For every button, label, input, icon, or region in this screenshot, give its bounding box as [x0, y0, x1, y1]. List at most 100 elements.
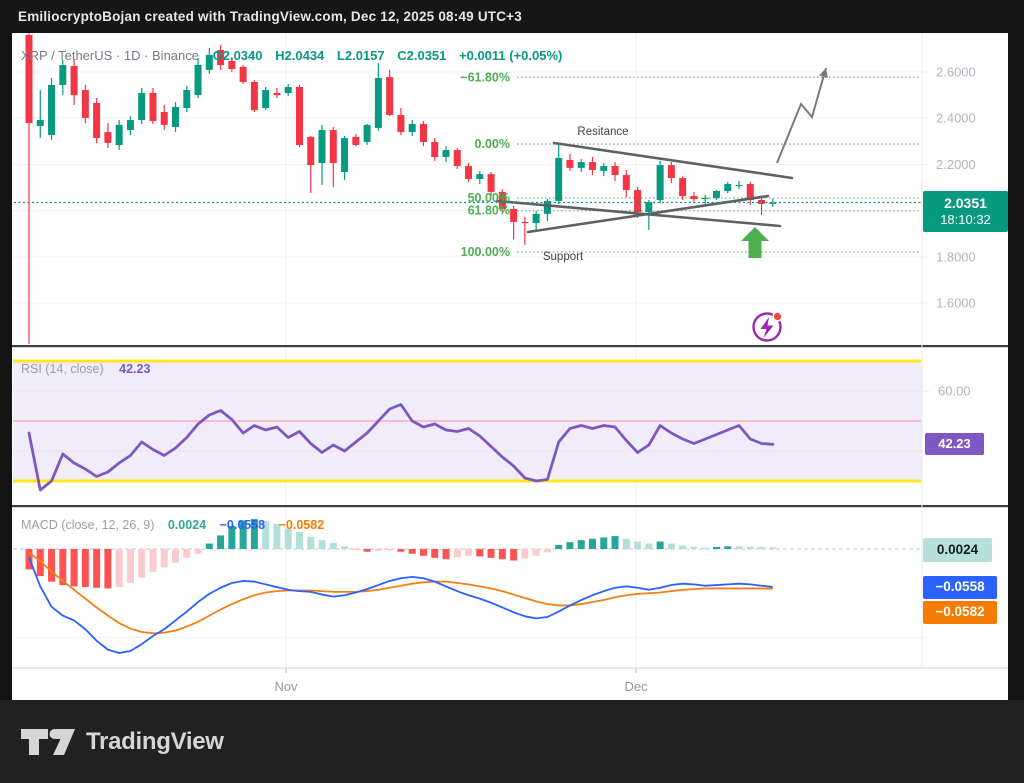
candle-body — [769, 202, 777, 204]
candle-body — [634, 190, 642, 212]
candle-body — [656, 165, 664, 200]
price-axis-label[interactable]: 1.6000 — [936, 296, 976, 311]
macd-histogram-bar — [262, 521, 270, 549]
macd-histogram-bar — [555, 544, 563, 549]
macd-histogram-bar — [250, 519, 258, 549]
resistance-line[interactable] — [552, 141, 794, 180]
rsi-title[interactable]: RSI (14, close) — [21, 362, 104, 376]
macd-histogram-bar — [228, 525, 236, 549]
macd-histogram-bar — [667, 543, 675, 549]
candle-body — [217, 50, 225, 66]
macd-histogram-bar — [363, 549, 371, 552]
fib-retracement-lines[interactable] — [517, 76, 921, 253]
macd-histogram-bar — [104, 549, 112, 589]
rsi-axis-label[interactable]: 60.00 — [938, 384, 971, 399]
price-axis-label[interactable]: 1.8000 — [936, 249, 976, 264]
macd-histogram-bar — [397, 549, 405, 552]
candle-body — [352, 136, 360, 145]
candle-body — [712, 190, 720, 198]
trendline-drawings[interactable] — [495, 141, 794, 234]
symbol-legend[interactable]: XRP / TetherUS · 1D · Binance O2.0340 H2… — [21, 48, 571, 63]
green-up-arrow[interactable] — [741, 227, 769, 258]
wedge-lower-line[interactable] — [495, 199, 782, 228]
symbol-title[interactable]: XRP / TetherUS · 1D · Binance — [21, 48, 199, 63]
macd-title[interactable]: MACD (close, 12, 26, 9) — [21, 518, 155, 532]
arrow-drawings[interactable] — [741, 67, 828, 258]
rsi-legend[interactable]: RSI (14, close) 42.23 — [21, 362, 150, 376]
candle-body — [341, 138, 349, 173]
tradingview-wordmark[interactable]: TradingView — [86, 727, 224, 755]
macd-histogram-bar — [59, 549, 67, 586]
macd-histogram-bar — [442, 549, 450, 560]
macd-histogram-bar — [408, 549, 416, 554]
macd-histogram-bar — [284, 528, 292, 549]
chart-canvas[interactable]: 2.6000 2.4000 2.2000 1.8000 1.6000 Nov Dec 60.0… — [0, 33, 1024, 700]
chart-area[interactable]: 2.6000 2.4000 2.2000 1.8000 1.6000 Nov Dec 60.0… — [0, 33, 1024, 700]
macd-histogram-bar — [341, 546, 349, 549]
macd-legend[interactable]: MACD (close, 12, 26, 9) 0.0024 −0.0558 −… — [21, 518, 324, 532]
candle-body — [510, 208, 518, 222]
candle-body — [194, 64, 202, 96]
candle-body — [611, 166, 619, 176]
fib-level-label: −61.80% — [460, 70, 510, 84]
macd-histogram-bar — [690, 546, 698, 549]
macd-histogram-bar — [645, 543, 653, 549]
candle-body — [555, 157, 563, 201]
time-axis-label[interactable]: Dec — [624, 679, 648, 694]
footer-bar: TradingView — [0, 700, 1024, 783]
macd-histogram-bar — [769, 547, 777, 549]
macd-histogram-bar — [589, 538, 596, 549]
open-value: O2.0340 — [212, 48, 263, 63]
macd-histogram-bar — [453, 549, 461, 558]
bar-countdown: 18:10:32 — [940, 212, 991, 228]
pane-separator-rsi-macd[interactable] — [12, 505, 1008, 508]
macd-histogram-bar — [419, 549, 427, 556]
macd-histogram-bar — [183, 549, 191, 558]
candle-body — [115, 124, 123, 145]
macd-signal-line — [28, 551, 773, 635]
candle-body — [465, 166, 473, 179]
axis-and-annotation-labels: 2.6000 2.4000 2.2000 1.8000 1.6000 Nov Dec 60.0… — [274, 65, 975, 695]
price-axis-label[interactable]: 2.6000 — [936, 65, 976, 80]
annotation-text[interactable]: Resitance — [577, 126, 628, 138]
candle-body — [453, 150, 461, 167]
macd-histogram-bar — [93, 549, 101, 588]
notification-dot — [772, 311, 783, 322]
fib-level-label: 50.00% — [468, 191, 510, 205]
macd-histogram-bar — [532, 549, 540, 556]
support-ascending-line[interactable] — [526, 194, 770, 234]
candle-body — [622, 175, 630, 191]
candle-body — [183, 90, 191, 109]
macd-histogram-bar — [712, 546, 720, 549]
pane-separator-main-rsi[interactable] — [12, 345, 1008, 348]
macd-histogram-bar — [566, 542, 574, 549]
candle-body — [419, 123, 427, 142]
candle-body — [577, 162, 585, 168]
rsi-line — [27, 403, 775, 492]
annotation-text[interactable]: Support — [543, 251, 584, 263]
low-value: L2.0157 — [336, 48, 385, 63]
time-axis-label[interactable]: Nov — [274, 679, 298, 694]
candle-body — [295, 87, 303, 145]
macd-signal-value: −0.0582 — [278, 518, 325, 532]
price-axis-label[interactable]: 2.4000 — [936, 111, 976, 126]
candle-body — [690, 196, 698, 200]
macd-histogram-bar — [611, 536, 619, 549]
zigzag-arrowhead — [819, 68, 828, 78]
price-axis-label[interactable]: 2.2000 — [936, 157, 976, 172]
candle-body — [431, 141, 439, 158]
attribution-text: EmiliocryptoBojan created with TradingVi… — [18, 9, 522, 24]
zigzag-trend-arrow[interactable] — [776, 67, 827, 164]
macd-histogram-bar — [329, 542, 337, 549]
flash-icon[interactable] — [752, 311, 783, 342]
macd-hist-badge: 0.0024 — [923, 538, 992, 562]
candle-body — [374, 78, 382, 128]
candle-body — [589, 162, 596, 170]
candle-body — [735, 184, 743, 186]
tradingview-logo-icon[interactable] — [20, 727, 76, 757]
candle-body — [566, 160, 574, 168]
macd-histogram-bar — [81, 549, 89, 588]
macd-line-badge: −0.0558 — [923, 576, 997, 599]
candle-body — [532, 213, 540, 224]
candle-body — [408, 123, 416, 133]
